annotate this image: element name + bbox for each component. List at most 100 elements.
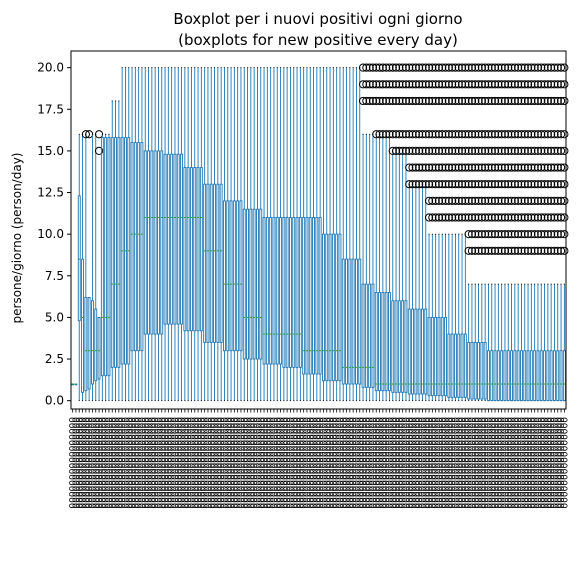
flier-point	[454, 196, 463, 205]
box-39	[196, 67, 200, 402]
flier-point	[395, 63, 404, 72]
flier-point	[408, 130, 417, 139]
x-tick-label: 0000000000000000	[112, 417, 122, 509]
box-149	[556, 63, 566, 402]
flier-point	[533, 230, 543, 239]
box-body	[411, 308, 414, 395]
box-43	[209, 67, 213, 402]
flier-point	[494, 180, 503, 189]
box-body	[414, 308, 418, 395]
box-body	[213, 183, 216, 343]
flier-point	[507, 230, 516, 239]
flier-point	[358, 96, 368, 106]
flier-point	[461, 96, 470, 106]
x-tick-label: 0000000000000000	[263, 417, 273, 509]
box-135	[510, 63, 519, 402]
box-49	[229, 67, 233, 402]
flier-point	[547, 146, 556, 156]
flier-point	[520, 96, 529, 106]
flier-point	[434, 196, 444, 205]
flier-point	[543, 130, 552, 139]
box-body	[170, 153, 174, 325]
flier-point	[500, 230, 510, 239]
flier-point	[494, 163, 503, 172]
flier-point	[411, 163, 420, 172]
flier-point	[461, 146, 470, 156]
x-tick-label: 0000000000000000	[220, 417, 230, 509]
x-tick-label: 0000000000000000	[154, 417, 164, 509]
box-90	[362, 63, 371, 402]
flier-point	[490, 180, 500, 189]
box-134	[507, 63, 516, 402]
flier-point	[507, 146, 516, 156]
flier-point	[517, 230, 526, 239]
x-tick-label: 0000000000000000	[161, 417, 171, 509]
x-tick-label: 0000000000000000	[379, 417, 389, 509]
box-body	[348, 258, 352, 385]
box-33	[176, 67, 180, 402]
box-133	[504, 63, 513, 402]
box-110	[428, 63, 437, 402]
x-tick-label: 0000000000000000	[333, 417, 343, 509]
box-body	[140, 142, 144, 352]
box-body	[335, 233, 339, 382]
box-body	[388, 291, 391, 392]
flier-point	[504, 80, 513, 89]
box-17	[124, 67, 127, 402]
flier-point	[431, 63, 440, 72]
flier-point	[428, 63, 437, 72]
flier-point	[415, 96, 424, 106]
x-tick-label: 0000000000000000	[362, 417, 372, 509]
box-body	[391, 300, 395, 393]
box-71	[302, 67, 306, 402]
x-tick-label: 0000000000000000	[296, 417, 306, 509]
box-128	[487, 63, 496, 402]
box-body	[434, 316, 438, 397]
flier-point	[497, 163, 506, 172]
x-tick-label: 0000000000000000	[432, 417, 442, 509]
box-body	[275, 217, 279, 365]
box-body	[381, 291, 385, 392]
box-105	[411, 63, 420, 402]
box-60	[265, 67, 269, 402]
x-tick-label: 0000000000000000	[174, 417, 184, 509]
flier-point	[464, 80, 473, 89]
flier-point	[454, 80, 463, 89]
x-tick-label: 0000000000000000	[448, 417, 458, 509]
flier-point	[530, 246, 539, 255]
flier-point	[421, 180, 430, 189]
box-body	[430, 316, 434, 397]
box-21	[137, 67, 141, 402]
flier-point	[487, 146, 496, 156]
flier-point	[547, 180, 556, 189]
flier-point	[457, 63, 467, 72]
flier-point	[434, 96, 444, 106]
box-111	[431, 63, 440, 402]
flier-point	[504, 96, 513, 106]
box-24	[147, 67, 150, 402]
flier-point	[444, 80, 453, 89]
flier-point	[411, 96, 420, 106]
flier-point	[514, 213, 523, 222]
flier-point	[464, 230, 473, 239]
flier-point	[500, 246, 510, 255]
box-77	[322, 67, 325, 402]
flier-point	[547, 96, 556, 106]
x-tick-label: 0000000000000000	[524, 417, 534, 509]
flier-point	[550, 130, 559, 139]
flier-point	[401, 130, 411, 139]
flier-point	[540, 180, 549, 189]
y-axis-label: persone/giorno (person/day)	[10, 153, 24, 324]
box-23	[143, 67, 147, 402]
x-tick-label: 0000000000000000	[230, 417, 240, 509]
box-32	[173, 67, 177, 402]
box-46	[219, 67, 223, 402]
flier-point	[395, 80, 404, 89]
flier-point	[504, 196, 513, 205]
x-tick-label: 0000000000000000	[75, 417, 85, 509]
x-tick-label: 0000000000000000	[131, 417, 141, 509]
box-body	[361, 283, 365, 388]
flier-point	[375, 80, 384, 89]
flier-point	[507, 130, 516, 139]
box-2	[74, 383, 78, 386]
